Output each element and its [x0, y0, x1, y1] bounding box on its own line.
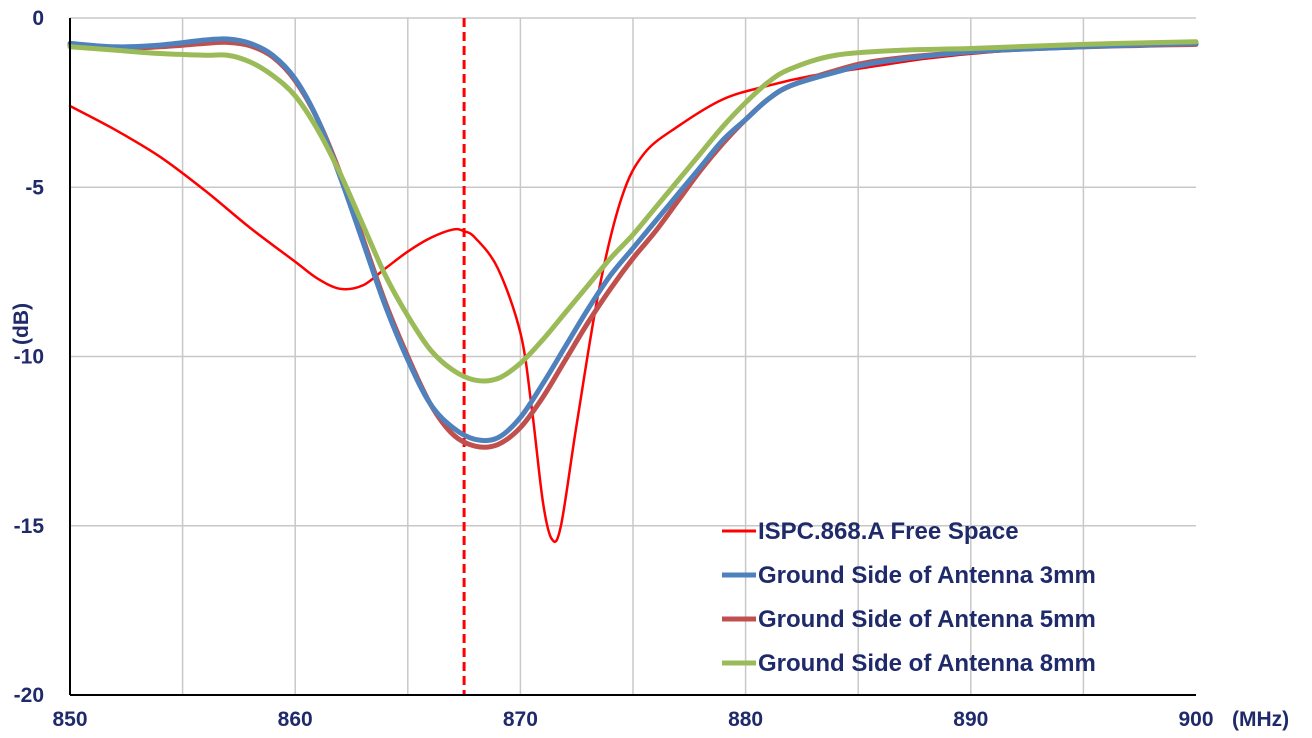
- y-tick-label: -20: [14, 684, 44, 707]
- grid-lines: [70, 17, 1196, 695]
- legend-label: ISPC.868.A Free Space: [758, 518, 1019, 545]
- x-axis-unit: (MHz): [1232, 708, 1289, 731]
- y-tick-label: -15: [14, 515, 45, 538]
- y-tick-label: 0: [32, 7, 44, 30]
- series-lines: [67, 36, 1199, 544]
- x-tick-label: 900: [1178, 708, 1213, 731]
- axes: [69, 18, 1196, 696]
- legend-label: Ground Side of Antenna 5mm: [758, 606, 1096, 633]
- x-tick-label: 880: [728, 708, 763, 731]
- y-tick-label: -10: [14, 346, 44, 369]
- x-tick-label: 860: [278, 708, 313, 731]
- y-tick-label: -5: [25, 176, 44, 199]
- x-tick-label: 850: [52, 708, 87, 731]
- legend-label: Ground Side of Antenna 3mm: [758, 562, 1096, 589]
- tick-labels: 850 860 870 880 890 900 0 -5 -10 -15 -20: [14, 7, 1214, 731]
- series-line-ground-side-of-antenna-3mm: [67, 36, 1199, 444]
- x-tick-label: 870: [503, 708, 538, 731]
- legend-label: Ground Side of Antenna 8mm: [758, 650, 1096, 677]
- y-axis-label: (dB): [10, 303, 33, 345]
- series-line-ground-side-of-antenna-8mm: [67, 39, 1199, 384]
- x-tick-label: 890: [953, 708, 988, 731]
- legend: ISPC.868.A Free Space Ground Side of Ante…: [722, 518, 1096, 677]
